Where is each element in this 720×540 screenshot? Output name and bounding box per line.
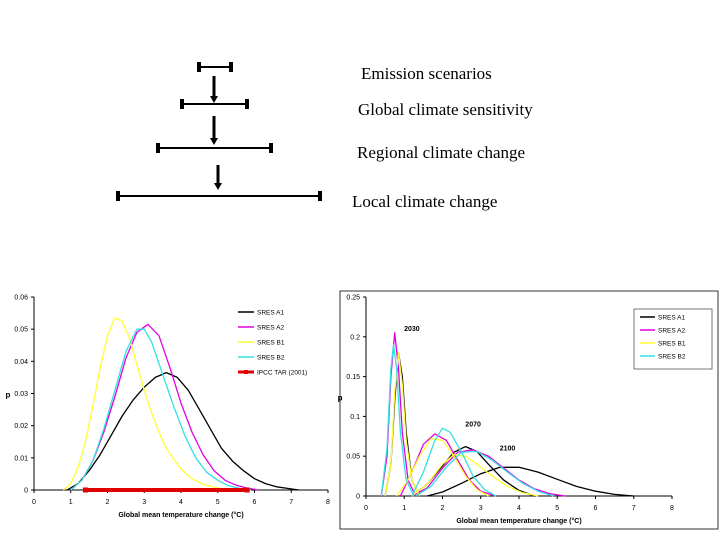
x-tick-label: 3: [142, 499, 146, 506]
cascade-bars: [116, 62, 322, 201]
x-tick-label: 0: [364, 505, 368, 512]
series-sres-a2-line: [411, 449, 566, 497]
right-pdf-chart: 0 1 2 3 4 5 6 7 8 0 0.05 0.1 0.15 0.2 0.25 Global mean …: [338, 290, 719, 530]
legend-item: SRES B1: [238, 340, 285, 347]
x-tick-label: 5: [216, 499, 220, 506]
x-tick-label: 6: [253, 499, 257, 506]
y-tick-label: 0.05: [14, 327, 28, 334]
series-sres-a2-line: [70, 323, 259, 491]
legend-label: SRES B2: [658, 354, 686, 361]
plot-frame: [339, 290, 719, 530]
x-tick-label: 3: [479, 505, 483, 512]
series-sres-a1-line: [427, 466, 634, 497]
legend-label: SRES A2: [257, 325, 284, 332]
x-tick-label: 7: [632, 505, 636, 512]
y-tick-label: 0.2: [350, 334, 360, 341]
legend-label: IPCC TAR (2001): [257, 370, 307, 377]
uncertainty-cascade-diagram: Emission scenarios Global climate sensit…: [0, 0, 720, 260]
legend-item: SRES A2: [238, 325, 284, 332]
legend-item: SRES A2: [640, 328, 685, 335]
series-sres-b1-line: [62, 317, 233, 491]
legend-item: SRES A1: [238, 310, 284, 317]
ipcc-tar-marker: [244, 487, 250, 493]
y-tick-label: 0.04: [14, 359, 28, 366]
x-tick-label: 7: [289, 499, 293, 506]
x-tick-label: 6: [594, 505, 598, 512]
cascade-label-global: Global climate sensitivity: [358, 100, 533, 119]
legend-label: SRES A2: [658, 328, 685, 335]
legend-item: SRES B2: [640, 354, 686, 361]
cascade-label-emission: Emission scenarios: [361, 64, 492, 83]
x-tick-label: 4: [517, 505, 521, 512]
series-sres-a1-line: [66, 371, 299, 491]
x-tick-label: 2: [106, 499, 110, 506]
y-tick-label: 0.02: [14, 423, 28, 430]
series-sres-b2-line: [411, 427, 497, 497]
y-tick-label: 0.03: [14, 391, 28, 398]
x-tick-label: 4: [179, 499, 183, 506]
x-tick-label: 1: [402, 505, 406, 512]
cascade-label-regional: Regional climate change: [357, 143, 526, 162]
x-tick-label: 1: [69, 499, 73, 506]
legend-item: SRES A1: [640, 315, 685, 322]
legend-item: IPCC TAR (2001): [238, 370, 307, 377]
y-tick-label: 0.15: [346, 374, 360, 381]
legend-label: SRES B1: [257, 340, 285, 347]
legend-item: SRES B1: [640, 341, 686, 348]
legend-item: SRES B2: [238, 355, 285, 362]
y-tick-label: 0.01: [14, 455, 28, 462]
series-sres-b2-line: [380, 344, 415, 497]
x-tick-label: 0: [32, 499, 36, 506]
left-pdf-chart: 0 1 2 3 4 5 6 7 8 0 0.01 0.02 0.03 0.04 0.05 0.06 Global…: [6, 295, 330, 520]
x-axis-label: Global mean temperature change (°C): [118, 511, 243, 519]
legend-marker: [244, 370, 248, 374]
series-sres-b2-line: [415, 450, 554, 497]
year-annotation: 2100: [500, 446, 516, 453]
cascade-label-local: Local climate change: [352, 192, 498, 211]
legend-box: [633, 308, 713, 370]
x-tick-label: 8: [670, 505, 674, 512]
y-tick-label: 0.25: [346, 295, 360, 302]
series-sres-b1-line: [411, 453, 539, 497]
x-axis-label: Global mean temperature change (°C): [456, 517, 581, 525]
x-tick-label: 2: [441, 505, 445, 512]
y-axis-label: p: [6, 391, 11, 400]
x-tick-label: 8: [326, 499, 330, 506]
year-annotation: 2030: [404, 326, 420, 333]
x-tick-label: 5: [555, 505, 559, 512]
y-tick-label: 0: [356, 494, 360, 501]
legend-label: SRES A1: [658, 315, 685, 322]
y-axis-label: p: [338, 394, 343, 403]
legend-label: SRES B2: [257, 355, 285, 362]
y-tick-label: 0: [24, 488, 28, 495]
y-tick-label: 0.05: [346, 454, 360, 461]
y-tick-label: 0.06: [14, 295, 28, 302]
legend-label: SRES B1: [658, 341, 686, 348]
ipcc-tar-marker: [82, 487, 88, 493]
y-tick-label: 0.1: [350, 414, 360, 421]
series-sres-b2-line: [70, 328, 251, 491]
legend-label: SRES A1: [257, 310, 284, 317]
year-annotation: 2070: [465, 422, 481, 429]
series-sres-b1-line: [396, 438, 489, 497]
